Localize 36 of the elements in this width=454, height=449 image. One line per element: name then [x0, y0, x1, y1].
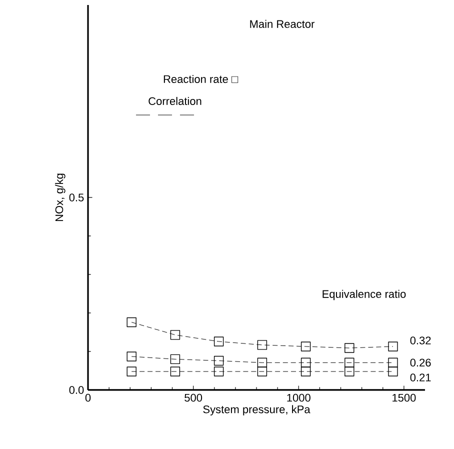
point	[126, 317, 136, 328]
x-tick-label: 0	[85, 394, 91, 402]
y-axis-title: NOx, g/kg	[55, 174, 66, 222]
point	[257, 358, 268, 368]
annotation: Correlation	[148, 96, 202, 106]
point	[214, 356, 224, 366]
y-tick-label: 0.5	[69, 194, 84, 202]
point	[344, 358, 354, 368]
series-label: 0.32	[410, 336, 431, 344]
point	[300, 366, 311, 376]
point	[388, 366, 398, 376]
point	[300, 342, 311, 352]
point	[126, 366, 136, 376]
point	[170, 366, 180, 376]
point	[170, 330, 180, 340]
x-tick-label: 1500	[392, 394, 416, 402]
point	[257, 366, 268, 376]
point	[300, 358, 311, 368]
legend-title: Equivalence ratio	[322, 290, 406, 300]
annotation: Reaction rate □	[164, 74, 238, 84]
point	[126, 352, 136, 362]
series-label: 0.21	[410, 374, 431, 382]
point	[344, 343, 354, 353]
x-tick-label: 1000	[287, 394, 310, 402]
point	[388, 358, 398, 368]
point	[214, 366, 224, 376]
point	[388, 342, 398, 352]
series-label: 0.26	[410, 358, 431, 367]
x-tick-label: 500	[184, 394, 202, 402]
point	[344, 366, 354, 376]
point	[170, 354, 180, 364]
point	[257, 340, 268, 350]
y-tick-label: 0.0	[69, 386, 84, 394]
text: Main Reactor	[250, 20, 315, 28]
x-axis-title: System pressure, kPa	[203, 405, 310, 416]
point	[214, 336, 224, 346]
